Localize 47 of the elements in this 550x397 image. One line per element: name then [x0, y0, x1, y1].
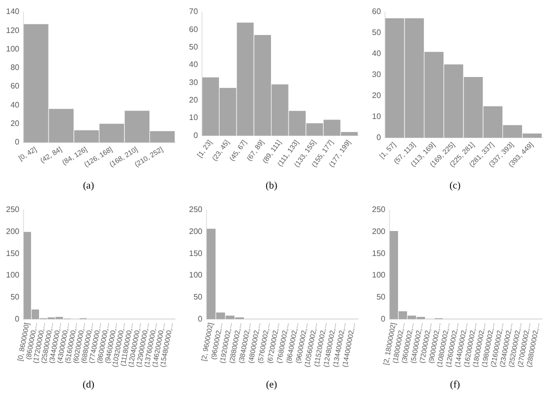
y-tick-label: 60	[188, 24, 198, 34]
y-tick-label: 100	[6, 270, 20, 280]
y-tick-label: 50	[376, 292, 386, 302]
y-tick-label: 0	[193, 130, 198, 140]
y-tick-label: 60	[372, 7, 382, 16]
y-tick-label: 100	[372, 270, 386, 280]
y-tick-label: 20	[188, 95, 198, 104]
y-tick-label: 70	[188, 7, 198, 16]
y-tick-label: 150	[188, 248, 203, 258]
y-tick-label: 200	[188, 227, 203, 236]
text: (e)	[266, 380, 278, 391]
y-tick-label: 0	[198, 314, 203, 324]
text: (f)	[450, 380, 460, 391]
text: (d)	[82, 380, 94, 391]
y-tick-label: 30	[188, 78, 198, 87]
y-tick-label: 140	[6, 7, 20, 16]
text: (a)	[82, 180, 94, 192]
y-tick-label: 50	[193, 292, 203, 302]
y-tick-label: 150	[372, 248, 386, 258]
y-tick-label: 250	[188, 205, 203, 214]
y-tick-label: 40	[188, 60, 198, 70]
y-tick-label: 200	[372, 227, 386, 236]
y-tick-label: 20	[372, 91, 382, 100]
y-tick-label: 30	[372, 70, 382, 80]
y-tick-label: 100	[6, 44, 20, 54]
y-tick-label: 250	[372, 205, 386, 214]
y-tick-label: 60	[10, 82, 20, 91]
y-tick-label: 50	[10, 292, 20, 302]
y-tick-label: 10	[188, 113, 198, 122]
y-tick-label: 0	[376, 132, 382, 142]
y-tick-label: 0	[14, 314, 20, 324]
y-tick-label: 50	[188, 42, 198, 52]
text: (c)	[449, 180, 461, 192]
y-tick-label: 200	[6, 227, 20, 236]
y-tick-label: 50	[372, 28, 382, 38]
y-tick-label: 80	[10, 63, 20, 72]
y-tick-label: 0	[14, 138, 20, 147]
y-tick-label: 40	[372, 49, 382, 58]
y-tick-label: 120	[6, 26, 20, 35]
y-tick-label: 100	[188, 270, 203, 280]
y-tick-label: 40	[10, 100, 20, 110]
y-tick-label: 10	[372, 112, 382, 121]
y-tick-label: 20	[10, 118, 20, 128]
text: (b)	[266, 180, 278, 192]
y-tick-label: 250	[6, 205, 20, 214]
y-tick-label: 0	[380, 314, 386, 324]
y-tick-label: 150	[6, 248, 20, 258]
